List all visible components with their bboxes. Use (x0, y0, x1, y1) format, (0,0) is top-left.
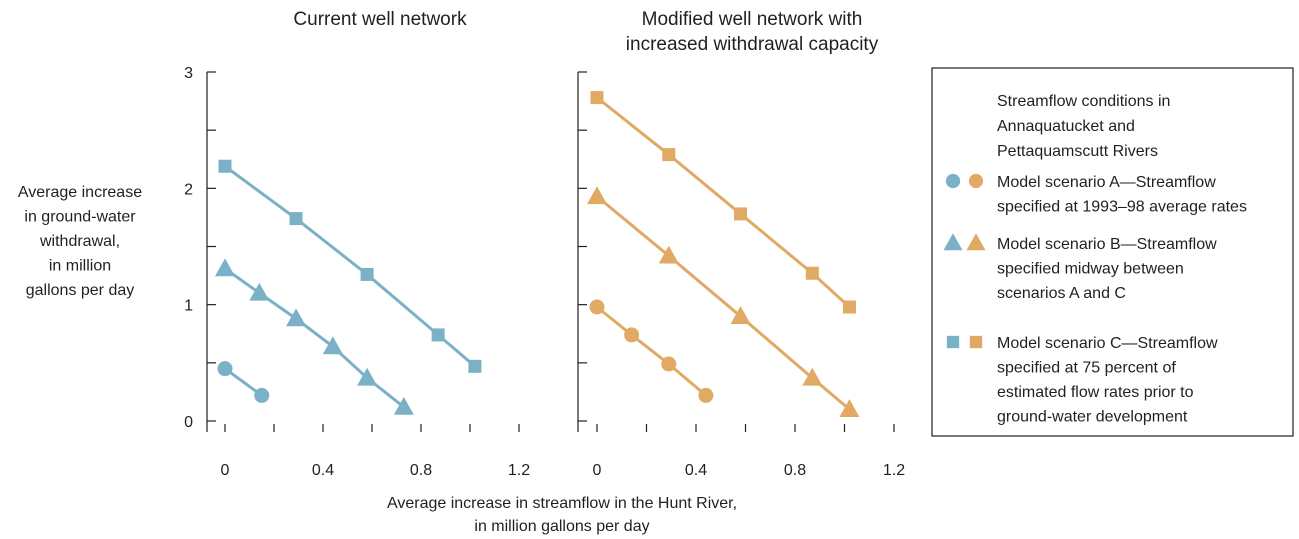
legend-marker-current (943, 233, 963, 251)
data-point-square (662, 148, 676, 162)
legend-marker-modified (969, 335, 983, 349)
y-axis-title-line: Average increase (18, 184, 142, 201)
y-tick-label: 3 (184, 65, 193, 82)
y-tick-label: 0 (184, 414, 193, 431)
panel-modified: Modified well network with increased with… (577, 9, 905, 479)
legend-item-text: Model scenario B—Streamflow (997, 236, 1217, 253)
panel-current: Current well network 0 1 2 3 0 0.4 0.8 1.2 (184, 9, 530, 479)
data-point-square (360, 267, 374, 281)
data-point-circle (217, 361, 233, 377)
data-point-square (218, 159, 232, 173)
series-line (596, 305, 707, 397)
x-tick-label: 0.8 (410, 462, 432, 479)
y-axis-title: Average increase in ground-water withdrawa… (18, 184, 142, 299)
legend-marker-current (946, 335, 960, 349)
data-point-circle (254, 387, 270, 403)
data-point-triangle (249, 282, 270, 301)
x-tick-label: 0.4 (685, 462, 707, 479)
data-point-triangle (322, 336, 343, 355)
data-point-square (431, 328, 445, 342)
data-point-triangle (658, 245, 679, 264)
panel-title-line: Current well network (293, 9, 467, 30)
data-point-triangle (730, 306, 751, 324)
data-point-circle (661, 356, 677, 372)
legend-marker-modified (966, 233, 986, 251)
data-point-square (468, 359, 482, 373)
x-axis-title-line: in million gallons per day (474, 518, 649, 535)
legend-item-text: specified at 1993–98 average rates (997, 199, 1247, 216)
series-line (224, 267, 405, 409)
x-tick-label: 0.8 (784, 462, 806, 479)
legend-marker-modified (968, 173, 984, 189)
data-point-square (842, 300, 856, 314)
legend-item-text: estimated flow rates prior to (997, 384, 1194, 401)
data-point-triangle (393, 396, 414, 415)
legend: Streamflow conditions in Annaquatucket an… (931, 67, 1294, 437)
legend-item-text: specified at 75 percent of (997, 360, 1176, 377)
panel-title-line: increased withdrawal capacity (626, 34, 879, 55)
data-point-square (289, 212, 303, 226)
y-axis-title-line: in million (49, 258, 111, 275)
data-point-circle (624, 327, 640, 343)
legend-title-line: Streamflow conditions in (997, 93, 1170, 110)
legend-item-text: ground-water development (997, 409, 1188, 426)
x-tick-label: 1.2 (508, 462, 530, 479)
legend-marker-current (945, 173, 961, 189)
legend-item-text: specified midway between (997, 261, 1184, 278)
data-point-triangle (802, 367, 823, 386)
legend-title-line: Annaquatucket and (997, 118, 1135, 135)
series-line (224, 367, 263, 397)
y-axis-title-line: withdrawal, (39, 233, 120, 250)
x-axis-title: Average increase in streamflow in the Hu… (387, 495, 737, 535)
legend-box (931, 67, 1294, 437)
legend-title-line: Pettaquamscutt Rivers (997, 143, 1158, 160)
data-point-square (805, 266, 819, 280)
x-tick-label: 1.2 (883, 462, 905, 479)
y-axis-title-line: gallons per day (26, 282, 135, 299)
x-tick-label: 0 (593, 462, 602, 479)
data-point-circle (698, 387, 714, 403)
data-point-square (734, 207, 748, 221)
data-point-triangle (215, 258, 235, 277)
legend-item-text: scenarios A and C (997, 285, 1126, 302)
y-tick-label: 1 (184, 298, 193, 315)
data-point-triangle (587, 186, 607, 205)
data-point-triangle (286, 308, 307, 327)
data-point-circle (589, 299, 605, 315)
legend-item-text: Model scenario C—Streamflow (997, 335, 1218, 352)
y-tick-label: 2 (184, 181, 193, 198)
x-tick-label: 0.4 (312, 462, 334, 479)
legend-item-text: Model scenario A—Streamflow (997, 174, 1216, 191)
panel-title-line: Modified well network with (642, 9, 863, 30)
data-point-square (590, 91, 604, 105)
data-point-triangle (839, 399, 860, 418)
x-axis-title-line: Average increase in streamflow in the Hu… (387, 495, 737, 512)
y-axis-title-line: in ground-water (24, 209, 136, 226)
data-point-triangle (357, 367, 378, 386)
x-tick-label: 0 (221, 462, 230, 479)
